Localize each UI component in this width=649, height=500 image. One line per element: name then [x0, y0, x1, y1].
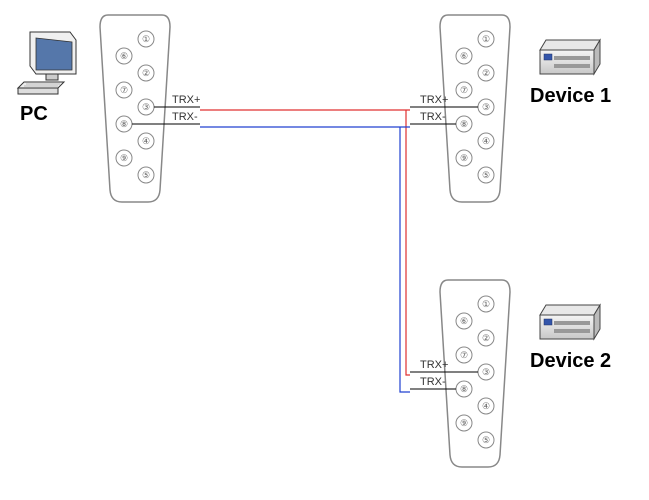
- pc-icon: [18, 32, 76, 94]
- wiring-diagram: ① ② ③ ④ ⑤ ⑥ ⑦ ⑧ ⑨: [0, 0, 649, 500]
- device1-label: Device 1: [530, 85, 611, 107]
- dev2-trx-plus-label: TRX+: [420, 359, 448, 371]
- wire-trx-plus-drop: [406, 110, 410, 375]
- device1-icon: [540, 40, 600, 74]
- pc-label: PC: [20, 103, 48, 125]
- pc-trx-minus-label: TRX-: [172, 111, 198, 123]
- dev2-trx-minus-label: TRX-: [420, 376, 446, 388]
- connector-device1: [440, 15, 510, 202]
- device2-icon: [540, 305, 600, 339]
- dev1-trx-minus-label: TRX-: [420, 111, 446, 123]
- pc-trx-plus-label: TRX+: [172, 94, 200, 106]
- dev1-trx-plus-label: TRX+: [420, 94, 448, 106]
- wire-trx-minus-drop: [400, 127, 410, 392]
- connector-pc: [100, 15, 170, 202]
- connector-device2: [440, 280, 510, 467]
- device2-label: Device 2: [530, 350, 611, 372]
